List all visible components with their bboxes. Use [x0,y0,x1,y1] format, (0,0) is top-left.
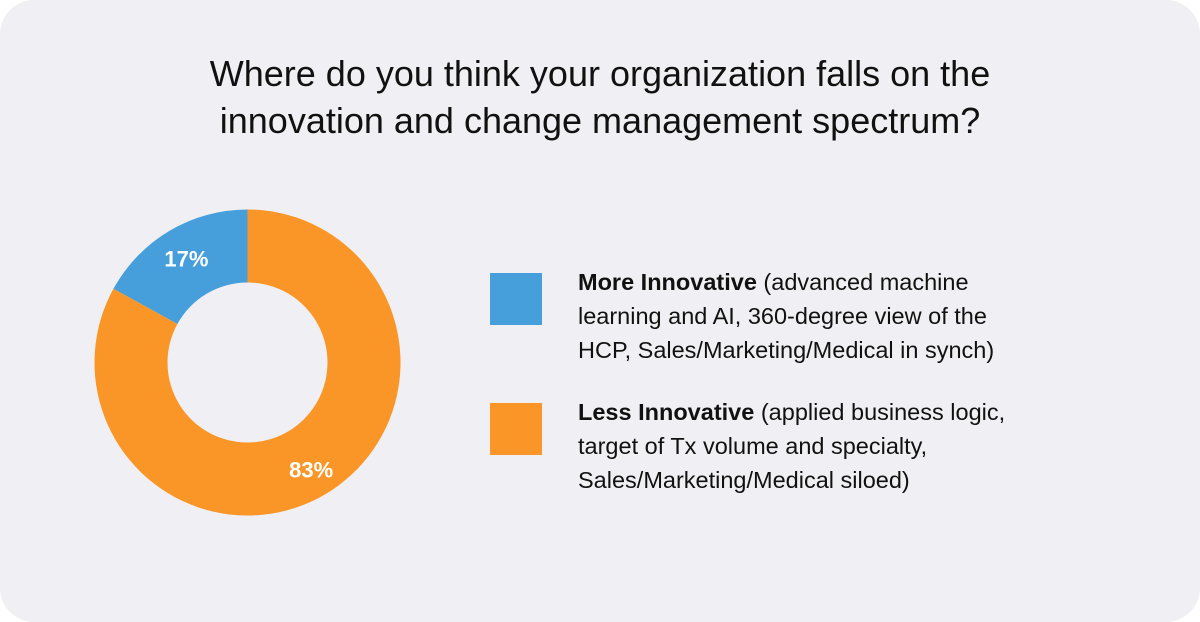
donut-label-more-innovative: 17% [164,247,208,272]
donut-chart: 17% 83% [94,209,401,516]
legend: More Innovative (advanced machine learni… [490,265,1110,525]
legend-desc-less-innovative-1: (applied business logic, [754,399,1006,425]
chart-title: Where do you think your organization fal… [0,50,1200,144]
chart-title-line-2: innovation and change management spectru… [219,100,981,141]
chart-title-line-1: Where do you think your organization fal… [209,53,991,94]
legend-desc-more-innovative-2: learning and AI, 360-degree view of the [578,303,987,329]
donut-slice-more-innovative [113,209,248,324]
legend-text-less-innovative: Less Innovative (applied business logic,… [578,395,1108,497]
legend-text-more-innovative: More Innovative (advanced machine learni… [578,265,1108,367]
legend-item-more-innovative: More Innovative (advanced machine learni… [490,265,1110,395]
legend-item-less-innovative: Less Innovative (applied business logic,… [490,395,1110,525]
donut-slice-less-innovative [94,209,401,516]
legend-desc-more-innovative-3: HCP, Sales/Marketing/Medical in synch) [578,337,995,363]
legend-swatch-more-innovative [490,273,542,325]
legend-desc-more-innovative-1: (advanced machine [756,269,969,295]
legend-desc-less-innovative-2: target of Tx volume and specialty, [578,433,928,459]
legend-swatch-less-innovative [490,403,542,455]
donut-label-less-innovative: 83% [289,458,333,483]
legend-desc-less-innovative-3: Sales/Marketing/Medical siloed) [578,467,910,493]
legend-label-more-innovative: More Innovative [578,269,757,295]
legend-label-less-innovative: Less Innovative [578,399,755,425]
